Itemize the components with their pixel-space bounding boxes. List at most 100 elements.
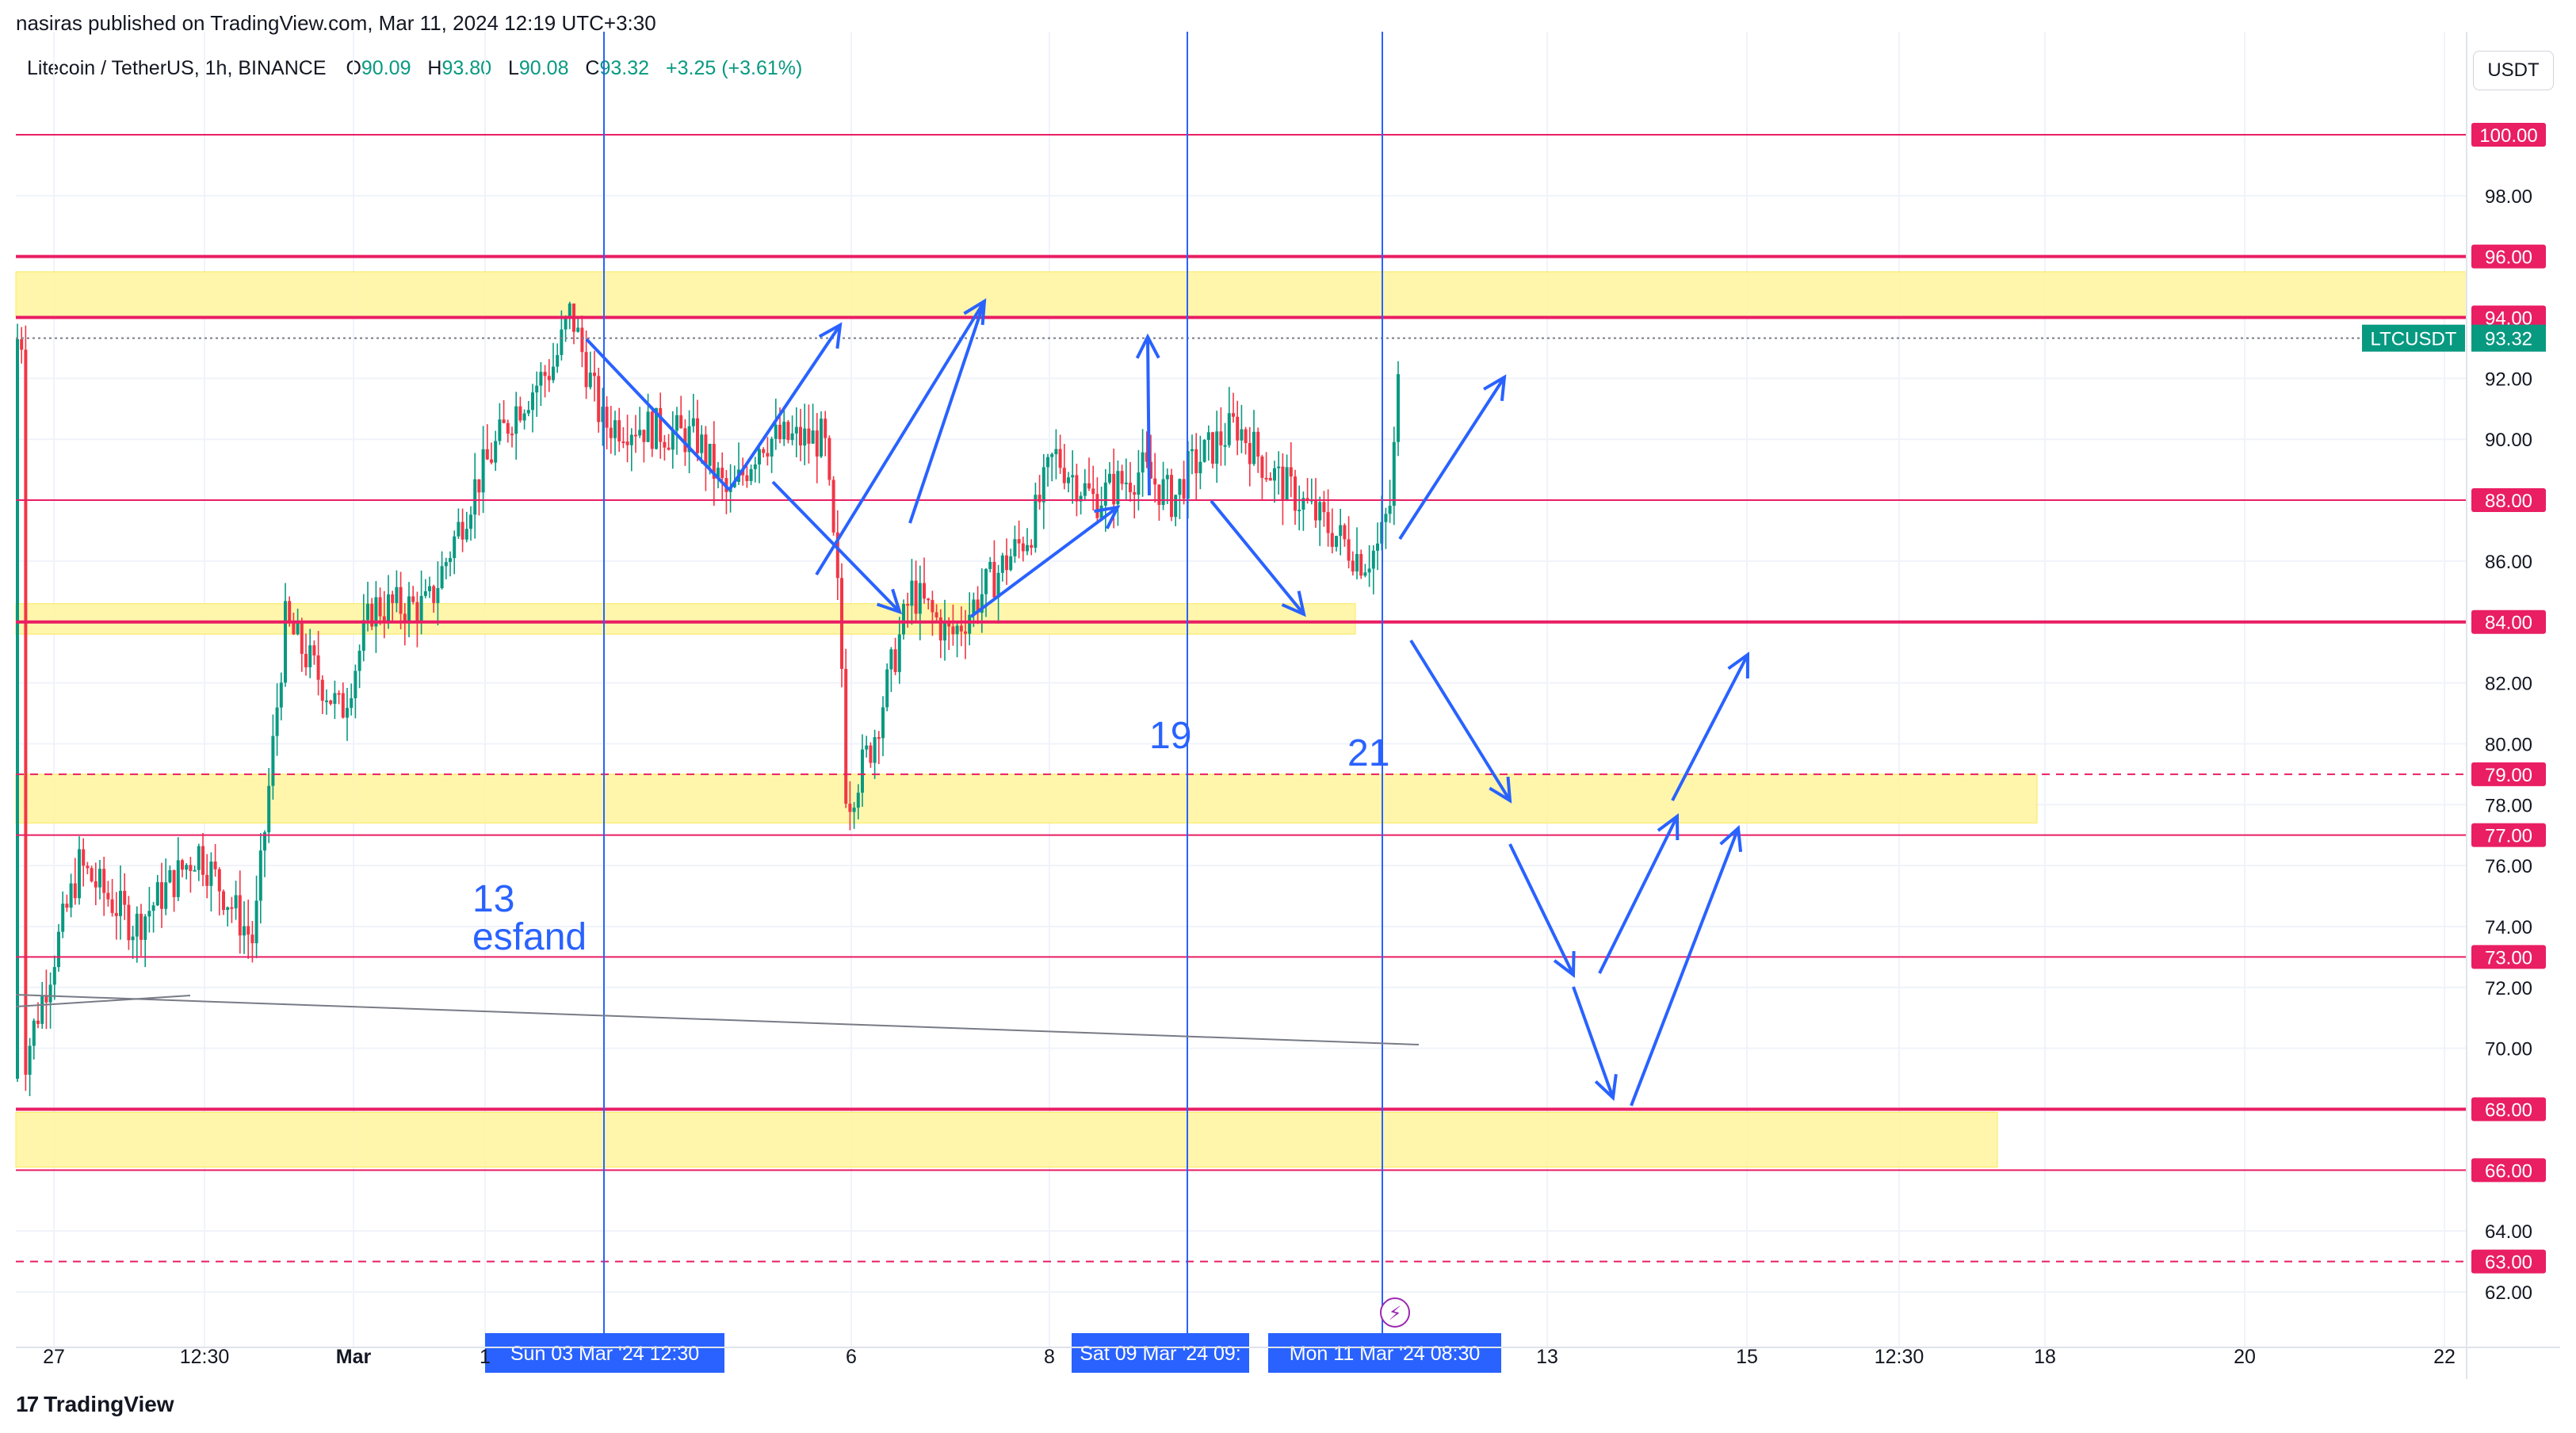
candle-body <box>254 900 258 944</box>
candle-body <box>1153 478 1157 485</box>
candle-body <box>357 651 361 671</box>
low-label: L <box>508 57 519 79</box>
candle-body <box>844 668 848 804</box>
candle-body <box>110 899 114 913</box>
candle-body <box>1318 502 1322 521</box>
candle-body <box>827 438 831 480</box>
candle-body <box>399 587 403 614</box>
candle-body <box>1260 457 1264 478</box>
candle-body <box>1273 468 1276 481</box>
close-label: C <box>585 57 600 79</box>
candle-body <box>749 468 753 481</box>
candle-body <box>78 849 81 899</box>
candle-body <box>155 882 159 906</box>
arrow-head <box>818 322 843 350</box>
candle-body <box>803 428 807 446</box>
candle-body <box>1116 471 1120 505</box>
date-label: Sat 09 Mar '24 09: <box>1080 1343 1241 1365</box>
candle-body <box>893 649 897 672</box>
candle-body <box>564 318 568 330</box>
candle-body <box>865 745 869 750</box>
currency-button[interactable]: USDT <box>2473 51 2554 90</box>
candle-body <box>510 434 514 436</box>
candle-body <box>143 916 147 940</box>
candle-body <box>906 604 910 606</box>
arrow-line <box>1409 639 1512 802</box>
candle-body <box>140 913 143 940</box>
candle-body <box>1041 467 1045 503</box>
candle-body <box>1211 432 1214 464</box>
candle-body <box>308 645 312 667</box>
arrow-head <box>1281 590 1306 617</box>
candle-body <box>605 407 609 428</box>
candle-body <box>856 793 860 808</box>
candle-body <box>1157 484 1161 506</box>
candle-body <box>526 410 530 414</box>
candle-body <box>374 597 378 627</box>
candle-body <box>873 737 877 763</box>
y-tick-label: 80.00 <box>2485 734 2532 755</box>
candle-body <box>506 422 510 434</box>
candle-body <box>1161 479 1165 506</box>
candle-body <box>1219 431 1223 445</box>
arrow-head <box>1727 652 1750 679</box>
candle-body <box>514 406 518 434</box>
y-tick-label: 92.00 <box>2485 369 2532 390</box>
candle-body <box>1005 555 1008 571</box>
arrow-line <box>1671 654 1749 801</box>
candle-body <box>457 522 461 537</box>
trend-line <box>15 994 1420 1045</box>
candle-body <box>1017 539 1021 544</box>
x-tick-label: 1 <box>480 1346 491 1368</box>
candle-body <box>24 350 28 1075</box>
candle-body <box>1129 482 1132 492</box>
candle-body <box>667 447 671 450</box>
candle-body <box>988 562 992 569</box>
high-value: 93.80 <box>441 57 492 79</box>
annotation-text: 19 <box>1149 715 1191 757</box>
candle-body <box>659 407 663 442</box>
candle-body <box>1223 445 1227 447</box>
candle-body <box>745 475 749 481</box>
candle-body <box>217 869 221 892</box>
arrow-head <box>1489 776 1512 804</box>
candle-body <box>815 430 819 457</box>
candle-body <box>1343 525 1347 540</box>
candle-body <box>593 373 596 376</box>
annotation-text: 13 <box>472 878 514 920</box>
level-tag <box>2471 1158 2546 1183</box>
candle-body <box>193 869 197 872</box>
candle-body <box>877 737 881 739</box>
candle-body <box>473 479 477 515</box>
candle-body <box>325 700 328 702</box>
candle-body <box>1351 560 1355 572</box>
candle-body <box>69 883 73 908</box>
level-tag-label: 73.00 <box>2485 947 2532 969</box>
candle-body <box>1050 454 1054 457</box>
candle-body <box>316 655 320 680</box>
candle-body <box>498 419 502 441</box>
high-label: H <box>427 57 442 79</box>
candle-body <box>1030 545 1034 548</box>
candle-body <box>288 601 292 621</box>
support-zone <box>15 1111 1998 1167</box>
chart-axes: 62.00 64.00 70.00 72.00 74.00 76.00 78.00 80.00… <box>16 32 2560 1379</box>
candle-body <box>959 625 963 632</box>
candle-body <box>1289 467 1293 477</box>
level-tag <box>2471 762 2546 786</box>
candle-body <box>576 327 580 332</box>
tradingview-brand[interactable]: 17 TradingView <box>16 1392 174 1417</box>
level-tag-label: 88.00 <box>2485 491 2532 512</box>
candle-body <box>687 426 691 453</box>
candle-body <box>205 874 209 886</box>
candle-body <box>782 422 786 440</box>
candle-body <box>279 682 283 708</box>
candle-body <box>831 480 835 533</box>
candle-body <box>1281 466 1285 501</box>
candle-body <box>996 572 1000 598</box>
y-tick-label: 76.00 <box>2485 856 2532 877</box>
candle-body <box>861 749 864 793</box>
candle-body <box>432 586 436 603</box>
candle-body <box>48 984 52 1003</box>
